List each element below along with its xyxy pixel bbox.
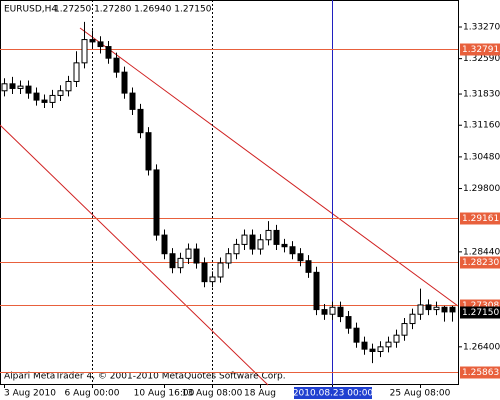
candle-body [193,248,200,264]
candle-body [73,62,80,82]
candle-body [417,304,424,315]
candle-body [337,306,344,318]
candle-body [393,334,400,343]
candle-body [9,83,16,89]
candle-body [225,253,232,264]
candle-body [297,253,304,262]
highlight-label-box [294,387,372,399]
candle-body [41,99,48,103]
candle-body [49,94,56,103]
x-tick-label: 3 Aug 2010 [4,389,56,399]
candle-body [233,243,240,255]
candle-body [409,313,416,325]
candle-body [169,253,176,269]
level-label-box [460,212,500,225]
level-label: 1.25863 [462,368,499,378]
candle-body [17,85,24,89]
candle-body [377,346,384,352]
candle-body [433,306,440,311]
candle-body [121,71,128,94]
level-label: 1.28230 [462,258,499,268]
y-tick-label: 1.29800 [463,184,500,194]
candle-body [1,83,8,92]
candle-body [321,309,328,315]
level-label: 1.29161 [462,214,499,224]
level-label: 1.32791 [462,45,499,55]
candle-body [33,92,40,101]
candle-body [385,341,392,348]
candle-body [313,271,320,311]
x-tick-label: 10 Aug 16:00 [134,389,195,399]
candle-body [401,323,408,336]
trend-channel [0,27,459,386]
y-tick-label: 1.28440 [463,247,500,257]
candle-body [249,234,256,250]
candle-body [105,46,112,59]
candle-body [137,108,144,134]
candle-body [97,41,104,48]
candle-body [289,246,296,255]
candle-body [305,260,312,273]
chart-title: EURUSD,H4 [4,5,57,15]
channel-line [79,27,459,307]
current-price-label: 1.27150 [462,308,499,318]
candle-body [241,234,248,245]
x-tick-label: 2010.08.23 00:00 [293,389,374,399]
candle-body [425,304,432,311]
x-tick-label: 6 Aug 00:00 [65,389,120,399]
candle-body [361,341,368,350]
candle-body [113,57,120,73]
candle-body [129,92,136,110]
channel-line [0,124,269,386]
candle-body [153,169,160,236]
level-label-box [460,366,500,379]
level-label-box [460,256,500,269]
level-label: 1.27308 [462,301,499,311]
candle-body [353,327,360,343]
x-tick-label: 13 Aug 08:00 [182,389,243,399]
y-tick-label: 1.30480 [463,152,500,162]
candle-body [329,306,336,315]
candle-body [449,306,456,313]
x-tick-label: 25 Aug 08:00 [390,389,451,399]
candle-body [201,262,208,283]
candle-body [281,243,288,248]
current-price-box [460,306,500,319]
y-tick-label: 1.31830 [463,90,500,100]
candle-body [217,262,224,278]
candle-body [25,85,32,94]
candle-body [89,39,96,43]
candle-body [441,306,448,313]
candle-body [257,239,264,250]
candle-body [369,348,376,352]
ohlc-label: 1.27250 1.27280 1.26940 1.27150 [54,5,212,15]
candle-body [65,80,72,92]
candle-body [57,90,64,96]
candle-body [81,39,88,64]
y-tick-label: 1.33270 [463,23,500,33]
candle-body [185,248,192,259]
footer: Alpari MetaTrader 4, © 2001-2010 MetaQuo… [4,372,286,382]
candle-body [177,257,184,269]
candle-body [273,229,280,245]
level-label-box [460,43,500,56]
y-tick-label: 1.32590 [463,54,500,64]
candle-body [161,234,168,255]
candle-body [345,316,352,329]
y-tick-label: 1.31160 [463,121,500,131]
candle-body [209,276,216,283]
x-tick-label: 18 Aug [244,389,276,399]
candle-body [265,229,272,241]
y-tick-label: 1.26400 [463,342,500,352]
candle-body [145,132,152,171]
